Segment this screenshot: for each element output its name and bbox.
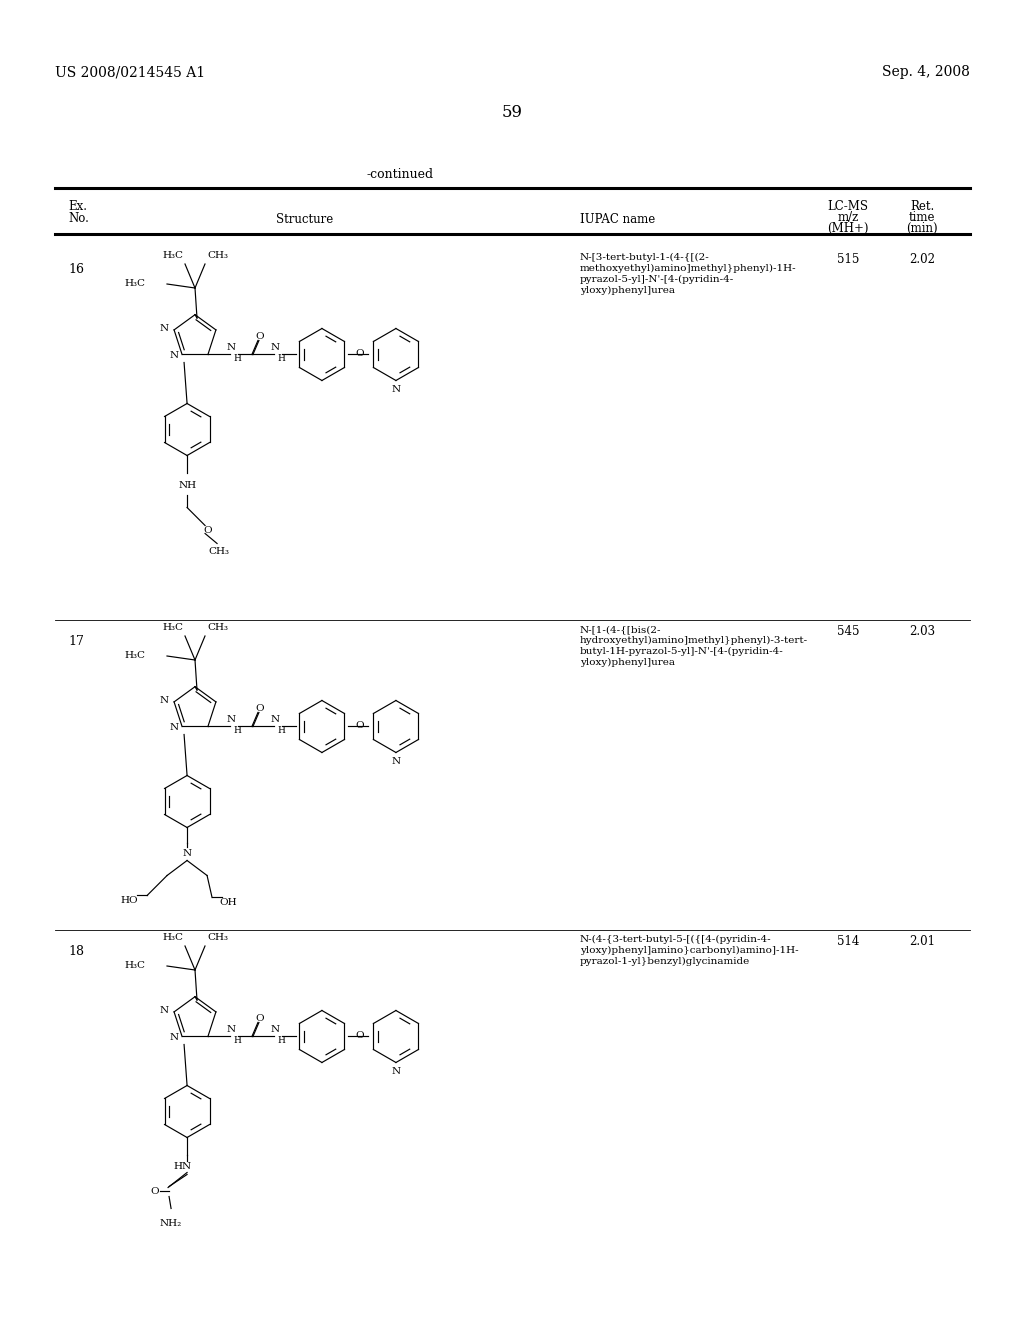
- Text: N: N: [170, 723, 179, 733]
- Text: O: O: [256, 333, 264, 341]
- Text: HN: HN: [173, 1162, 191, 1171]
- Text: 515: 515: [837, 253, 859, 267]
- Text: yloxy)phenyl]amino}carbonyl)amino]-1H-: yloxy)phenyl]amino}carbonyl)amino]-1H-: [580, 946, 799, 956]
- Text: HO: HO: [120, 896, 138, 906]
- Text: time: time: [908, 211, 935, 224]
- Text: H₃C: H₃C: [162, 623, 183, 632]
- Text: CH₃: CH₃: [207, 623, 228, 632]
- Text: (min): (min): [906, 222, 938, 235]
- Text: H: H: [233, 1036, 241, 1045]
- Text: pyrazol-5-yl]-N'-[4-(pyridin-4-: pyrazol-5-yl]-N'-[4-(pyridin-4-: [580, 275, 734, 284]
- Text: O: O: [151, 1187, 160, 1196]
- Text: H₃C: H₃C: [162, 933, 183, 942]
- Text: N: N: [270, 1026, 280, 1034]
- Text: Ex.: Ex.: [68, 201, 87, 213]
- Text: N: N: [160, 325, 169, 334]
- Text: yloxy)phenyl]urea: yloxy)phenyl]urea: [580, 286, 675, 296]
- Text: N: N: [170, 351, 179, 360]
- Text: 59: 59: [502, 104, 522, 121]
- Text: H₃C: H₃C: [124, 280, 145, 289]
- Text: methoxyethyl)amino]methyl}phenyl)-1H-: methoxyethyl)amino]methyl}phenyl)-1H-: [580, 264, 797, 273]
- Text: IUPAC name: IUPAC name: [580, 213, 655, 226]
- Text: N: N: [391, 758, 400, 766]
- Text: N: N: [170, 1034, 179, 1041]
- Text: O: O: [204, 525, 212, 535]
- Text: N: N: [270, 343, 280, 352]
- Text: N: N: [226, 715, 236, 723]
- Text: CH₃: CH₃: [209, 546, 229, 556]
- Text: Structure: Structure: [276, 213, 334, 226]
- Text: -continued: -continued: [367, 168, 433, 181]
- Text: N: N: [226, 343, 236, 352]
- Text: O: O: [256, 704, 264, 713]
- Text: N-[3-tert-butyl-1-(4-{[(2-: N-[3-tert-butyl-1-(4-{[(2-: [580, 253, 710, 263]
- Text: pyrazol-1-yl}benzyl)glycinamide: pyrazol-1-yl}benzyl)glycinamide: [580, 957, 751, 966]
- Text: 2.03: 2.03: [909, 624, 935, 638]
- Text: H: H: [278, 354, 285, 363]
- Text: m/z: m/z: [838, 211, 859, 224]
- Text: N: N: [182, 849, 191, 858]
- Text: US 2008/0214545 A1: US 2008/0214545 A1: [55, 65, 205, 79]
- Text: H₃C: H₃C: [124, 961, 145, 970]
- Text: O: O: [355, 721, 365, 730]
- Text: 2.01: 2.01: [909, 935, 935, 948]
- Text: (MH+): (MH+): [827, 222, 868, 235]
- Text: N: N: [391, 385, 400, 395]
- Text: No.: No.: [68, 213, 89, 224]
- Text: H₃C: H₃C: [124, 652, 145, 660]
- Text: butyl-1H-pyrazol-5-yl]-N'-[4-(pyridin-4-: butyl-1H-pyrazol-5-yl]-N'-[4-(pyridin-4-: [580, 647, 783, 656]
- Text: LC-MS: LC-MS: [827, 201, 868, 213]
- Text: CH₃: CH₃: [207, 252, 228, 260]
- Text: NH: NH: [179, 480, 198, 490]
- Text: 545: 545: [837, 624, 859, 638]
- Text: N-(4-{3-tert-butyl-5-[({[4-(pyridin-4-: N-(4-{3-tert-butyl-5-[({[4-(pyridin-4-: [580, 935, 772, 944]
- Text: O: O: [355, 1031, 365, 1040]
- Text: 16: 16: [68, 263, 84, 276]
- Text: O: O: [355, 348, 365, 358]
- Text: N: N: [391, 1067, 400, 1076]
- Text: 2.02: 2.02: [909, 253, 935, 267]
- Text: H: H: [233, 726, 241, 735]
- Text: 18: 18: [68, 945, 84, 958]
- Text: Ret.: Ret.: [910, 201, 934, 213]
- Text: H: H: [278, 1036, 285, 1045]
- Text: O: O: [256, 1014, 264, 1023]
- Text: N: N: [160, 697, 169, 705]
- Text: N-[1-(4-{[bis(2-: N-[1-(4-{[bis(2-: [580, 624, 662, 634]
- Text: H: H: [278, 726, 285, 735]
- Text: Sep. 4, 2008: Sep. 4, 2008: [882, 65, 970, 79]
- Text: H₃C: H₃C: [162, 252, 183, 260]
- Text: H: H: [233, 354, 241, 363]
- Text: N: N: [270, 715, 280, 723]
- Text: N: N: [160, 1006, 169, 1015]
- Text: hydroxyethyl)amino]methyl}phenyl)-3-tert-: hydroxyethyl)amino]methyl}phenyl)-3-tert…: [580, 636, 808, 645]
- Text: N: N: [226, 1026, 236, 1034]
- Text: NH₂: NH₂: [160, 1218, 182, 1228]
- Text: OH: OH: [219, 898, 237, 907]
- Text: 514: 514: [837, 935, 859, 948]
- Text: CH₃: CH₃: [207, 933, 228, 942]
- Text: 17: 17: [68, 635, 84, 648]
- Text: yloxy)phenyl]urea: yloxy)phenyl]urea: [580, 657, 675, 667]
